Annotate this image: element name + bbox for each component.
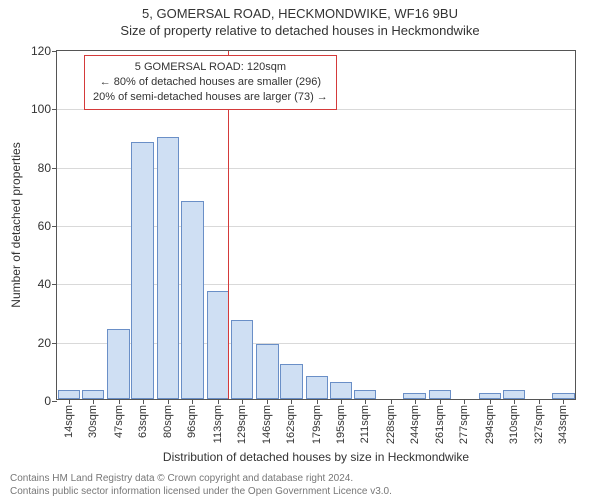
x-tick-label: 195sqm: [335, 405, 347, 444]
histogram-bar: [181, 201, 204, 399]
x-tick-mark: [168, 399, 169, 404]
x-tick-mark: [242, 399, 243, 404]
histogram-bar: [131, 142, 154, 399]
y-axis-label: Number of detached properties: [9, 50, 23, 400]
x-tick-mark: [365, 399, 366, 404]
x-tick-label: 211sqm: [359, 405, 371, 443]
histogram-bar: [280, 364, 303, 399]
annotation-line2: ← 80% of detached houses are smaller (29…: [93, 75, 328, 90]
histogram-bar: [503, 390, 526, 399]
y-tick-mark: [52, 51, 57, 52]
x-tick-label: 294sqm: [484, 405, 496, 444]
histogram-bar: [157, 137, 180, 400]
annotation-line3: 20% of semi-detached houses are larger (…: [93, 90, 328, 105]
x-tick-label: 244sqm: [409, 405, 421, 444]
x-tick-mark: [514, 399, 515, 404]
y-tick-label: 60: [38, 219, 51, 233]
histogram-bar: [207, 291, 230, 399]
y-tick-mark: [52, 343, 57, 344]
title-main: 5, GOMERSAL ROAD, HECKMONDWIKE, WF16 9BU: [0, 6, 600, 21]
y-tick-mark: [52, 168, 57, 169]
x-tick-label: 80sqm: [162, 405, 174, 438]
x-tick-label: 129sqm: [236, 405, 248, 444]
x-tick-label: 228sqm: [385, 405, 397, 444]
histogram-bar: [58, 390, 81, 399]
x-tick-mark: [69, 399, 70, 404]
x-tick-mark: [539, 399, 540, 404]
x-tick-mark: [119, 399, 120, 404]
y-tick-mark: [52, 109, 57, 110]
x-tick-label: 179sqm: [311, 405, 323, 444]
y-tick-label: 20: [38, 336, 51, 350]
x-tick-label: 146sqm: [261, 405, 273, 444]
x-tick-mark: [267, 399, 268, 404]
x-tick-label: 14sqm: [63, 405, 75, 438]
y-tick-mark: [52, 401, 57, 402]
histogram-bar: [107, 329, 130, 399]
annotation-box: 5 GOMERSAL ROAD: 120sqm ← 80% of detache…: [84, 55, 337, 110]
histogram-bar: [306, 376, 329, 399]
x-tick-mark: [563, 399, 564, 404]
x-tick-label: 162sqm: [285, 405, 297, 444]
x-tick-label: 343sqm: [557, 405, 569, 444]
x-tick-mark: [440, 399, 441, 404]
x-tick-mark: [415, 399, 416, 404]
x-tick-label: 261sqm: [434, 405, 446, 444]
histogram-bar: [429, 390, 452, 399]
x-tick-label: 47sqm: [113, 405, 125, 438]
x-tick-mark: [341, 399, 342, 404]
x-tick-label: 96sqm: [186, 405, 198, 438]
x-tick-mark: [317, 399, 318, 404]
x-tick-label: 113sqm: [212, 405, 224, 443]
x-tick-label: 30sqm: [87, 405, 99, 438]
y-tick-label: 40: [38, 277, 51, 291]
x-tick-mark: [192, 399, 193, 404]
histogram-bar: [82, 390, 105, 399]
x-tick-label: 327sqm: [533, 405, 545, 444]
y-tick-label: 100: [31, 102, 51, 116]
histogram-bar: [330, 382, 353, 400]
title-sub: Size of property relative to detached ho…: [0, 23, 600, 38]
annotation-line1: 5 GOMERSAL ROAD: 120sqm: [93, 60, 328, 75]
x-tick-mark: [391, 399, 392, 404]
y-tick-label: 120: [31, 44, 51, 58]
footer-line1: Contains HM Land Registry data © Crown c…: [10, 473, 353, 484]
histogram-bar: [231, 320, 254, 399]
x-tick-label: 277sqm: [458, 405, 470, 444]
x-tick-mark: [464, 399, 465, 404]
y-tick-mark: [52, 284, 57, 285]
histogram-bar: [256, 344, 279, 399]
x-tick-label: 63sqm: [137, 405, 149, 438]
title-block: 5, GOMERSAL ROAD, HECKMONDWIKE, WF16 9BU…: [0, 0, 600, 38]
x-tick-label: 310sqm: [508, 405, 520, 444]
histogram-bar: [354, 390, 377, 399]
y-tick-label: 0: [44, 394, 51, 408]
y-tick-label: 80: [38, 161, 51, 175]
x-tick-mark: [490, 399, 491, 404]
footer-line2: Contains public sector information licen…: [10, 486, 392, 497]
x-tick-mark: [291, 399, 292, 404]
y-tick-mark: [52, 226, 57, 227]
x-tick-mark: [218, 399, 219, 404]
x-tick-mark: [143, 399, 144, 404]
x-tick-mark: [93, 399, 94, 404]
x-axis-label: Distribution of detached houses by size …: [56, 450, 576, 464]
